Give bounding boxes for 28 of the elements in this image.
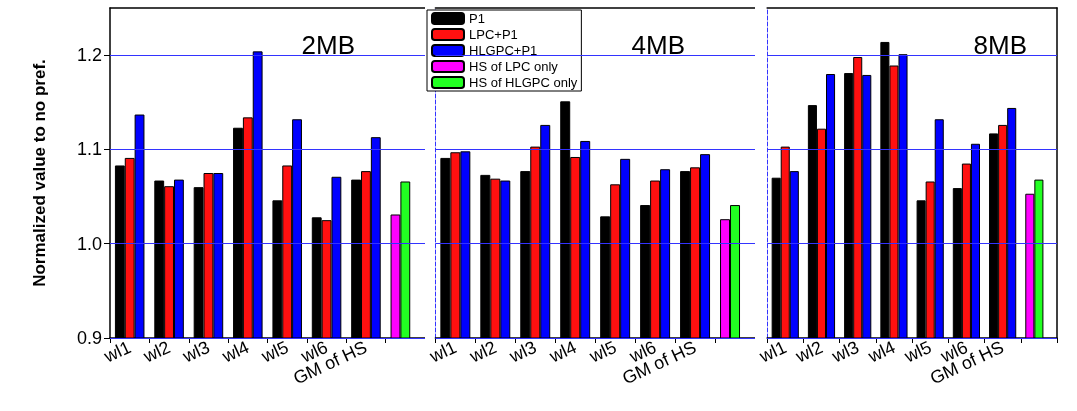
y-tick-label: 1.0 (76, 233, 102, 254)
y-axis-title: Normalized value to no pref. (30, 59, 49, 287)
x-tick-label: wl4 (218, 336, 253, 367)
legend-label: LPC+P1 (469, 27, 518, 42)
x-tick-label: wl5 (585, 336, 620, 367)
legend-label: P1 (469, 11, 485, 26)
x-tick-label: wl3 (178, 336, 213, 367)
y-tick-label: 1.1 (76, 139, 102, 160)
annotation: 2MB (301, 30, 356, 60)
legend-label: HS of HLGPC only (469, 75, 578, 90)
x-tick-label: wl1 (425, 336, 460, 367)
x-tick-label: wl4 (545, 336, 580, 367)
legend-label: HLGPC+P1 (469, 43, 538, 58)
x-tick-label: wl4 (864, 336, 899, 367)
x-tick-label: wl5 (900, 336, 935, 367)
x-tick-label: wl2 (465, 336, 500, 367)
x-tick-label: wl3 (505, 336, 540, 367)
y-tick-label: 1.2 (76, 45, 102, 66)
x-tick-label: wl2 (791, 336, 826, 367)
x-tick-label: wl2 (139, 336, 174, 367)
x-tick-label: wl1 (755, 336, 790, 367)
legend-label: HS of LPC only (469, 59, 559, 74)
annotation: 8MB (973, 30, 1028, 60)
x-tick-label: wl3 (828, 336, 862, 367)
x-tick-label: wl5 (257, 336, 292, 367)
y-tick-label: 0.9 (76, 328, 102, 348)
x-tick-label: wl1 (100, 336, 134, 367)
annotation: 4MB (631, 30, 686, 60)
